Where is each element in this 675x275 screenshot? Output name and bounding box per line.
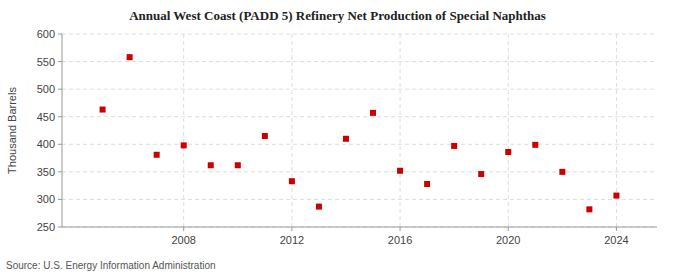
x-tick: [616, 227, 617, 231]
point: [397, 168, 403, 174]
y-tick-label: 450: [37, 111, 55, 123]
x-tick: [508, 227, 509, 231]
y-tick-label: 600: [37, 28, 55, 40]
point: [262, 133, 268, 139]
point: [181, 142, 187, 148]
point: [586, 206, 592, 212]
point: [100, 107, 106, 113]
point: [478, 171, 484, 177]
x-tick: [400, 227, 401, 231]
points: [100, 54, 620, 212]
y-tick-label: 500: [37, 83, 55, 95]
y-tick: [58, 199, 62, 200]
y-tick-label: 550: [37, 56, 55, 68]
point: [127, 54, 133, 60]
point: [505, 149, 511, 155]
point: [289, 178, 295, 184]
x-tick-label: 2024: [604, 234, 628, 246]
y-grid-line: [62, 227, 657, 228]
y-tick: [58, 34, 62, 35]
point: [208, 162, 214, 168]
y-tick-label: 300: [37, 193, 55, 205]
point: [451, 143, 457, 149]
source-note: Source: U.S. Energy Information Administ…: [6, 260, 216, 271]
point: [154, 152, 160, 158]
y-tick: [58, 89, 62, 90]
point: [343, 136, 349, 142]
x-grid-line: [183, 34, 184, 227]
title: Annual West Coast (PADD 5) Refinery Net …: [129, 8, 546, 23]
y-tick-label: 350: [37, 166, 55, 178]
y-grid-line: [62, 199, 657, 200]
point: [613, 193, 619, 199]
point: [532, 142, 538, 148]
point: [559, 169, 565, 175]
y-axis-line: [62, 34, 63, 227]
y-axis-label: Thousand Barrels: [6, 87, 18, 174]
y-tick: [58, 116, 62, 117]
point: [370, 110, 376, 116]
x-axis-line: [62, 227, 657, 228]
x-grid-line: [508, 34, 509, 227]
grid: [62, 34, 657, 227]
point: [235, 162, 241, 168]
y-grid-line: [62, 61, 657, 62]
chart: Annual West Coast (PADD 5) Refinery Net …: [0, 0, 675, 275]
x-tick-label: 2008: [171, 234, 195, 246]
x-tick: [183, 227, 184, 231]
y-grid-line: [62, 89, 657, 90]
x-tick-label: 2012: [280, 234, 304, 246]
y-tick-label: 250: [37, 221, 55, 233]
x-tick: [291, 227, 292, 231]
x-grid-line: [400, 34, 401, 227]
point: [424, 181, 430, 187]
axes: 250 300 350 400 450 500 550 600 2008 2012 2016 2020…: [37, 28, 657, 246]
y-tick: [58, 227, 62, 228]
x-tick-label: 2020: [496, 234, 520, 246]
y-grid-line: [62, 116, 657, 117]
x-grid-line: [291, 34, 292, 227]
y-grid-line: [62, 171, 657, 172]
y-tick: [58, 61, 62, 62]
y-tick: [58, 171, 62, 172]
x-tick-label: 2016: [388, 234, 412, 246]
point: [316, 204, 322, 210]
y-tick: [58, 144, 62, 145]
y-grid-line: [62, 144, 657, 145]
y-tick-label: 400: [37, 138, 55, 150]
y-grid-line: [62, 34, 657, 35]
